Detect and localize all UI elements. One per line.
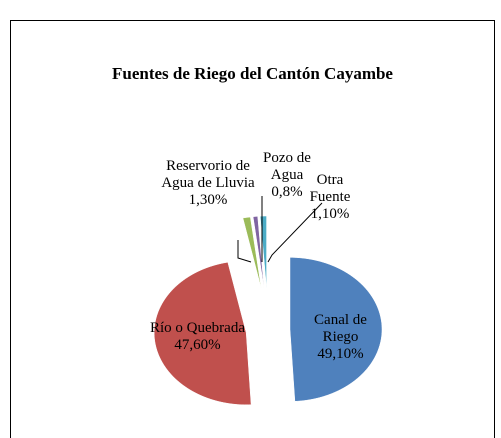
leader-line	[237, 240, 252, 263]
category-name: Otra Fuente	[309, 172, 351, 205]
category-name: Reservorio de Agua de Lluvia	[161, 158, 255, 191]
category-name: Río o Quebrada	[150, 320, 245, 336]
slice-label: Otra Fuente 1,10%	[300, 172, 360, 223]
pie-slice	[153, 261, 252, 406]
chart-title: Fuentes de Riego del Cantón Cayambe	[112, 64, 393, 83]
category-name: Pozo de Agua	[263, 150, 311, 183]
value-label: 47,60%	[174, 337, 221, 353]
pie-slice	[252, 216, 265, 289]
value-label: 49,10%	[317, 346, 364, 362]
chart-frame	[10, 20, 495, 438]
slice-label: Pozo de Agua 0,8%	[256, 150, 318, 201]
value-label: 1,10%	[310, 206, 350, 222]
pie-slice	[242, 216, 262, 289]
value-label: 0,8%	[271, 184, 303, 200]
slice-label: Río o Quebrada 47,60%	[150, 320, 245, 354]
slice-label: Reservorio de Agua de Lluvia 1,30%	[158, 158, 258, 209]
slice-label: Canal de Riego 49,10%	[298, 312, 383, 363]
leader-line	[267, 202, 323, 263]
category-name: Canal de Riego	[314, 312, 367, 345]
pie-slice	[289, 257, 383, 402]
value-label: 1,30%	[188, 192, 228, 208]
